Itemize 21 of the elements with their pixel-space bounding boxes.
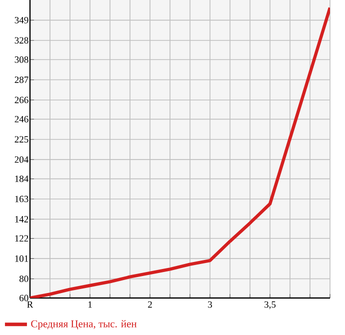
y-tick-label: 184 [15, 176, 28, 182]
y-tick-label: 204 [14, 156, 28, 163]
y-tick-label: 80 [19, 276, 28, 282]
y-tick-label: 287 [14, 76, 28, 83]
x-tick-label: R [27, 301, 34, 308]
y-tick-label: 246 [14, 116, 28, 122]
x-tick-label: 3 [208, 301, 212, 308]
y-tick-label: 163 [15, 196, 28, 202]
x-tick-label: 2 [148, 301, 152, 308]
y-tick-label: 308 [14, 56, 28, 63]
y-tick-label: 122 [15, 235, 28, 242]
y-tick-label: 60 [20, 294, 28, 302]
y-tick-label: 142 [15, 216, 28, 222]
x-tick-label: 3,5 [264, 301, 276, 310]
y-tick-label: 101 [15, 255, 28, 262]
y-tick-label: 328 [14, 37, 28, 44]
legend-label: Средняя Цена, тыс. йен [31, 320, 137, 330]
x-tick-label: 1 [88, 301, 92, 308]
y-tick-label: 266 [14, 96, 28, 104]
y-tick-label: 349 [14, 16, 28, 24]
y-tick-label: 225 [14, 136, 28, 143]
